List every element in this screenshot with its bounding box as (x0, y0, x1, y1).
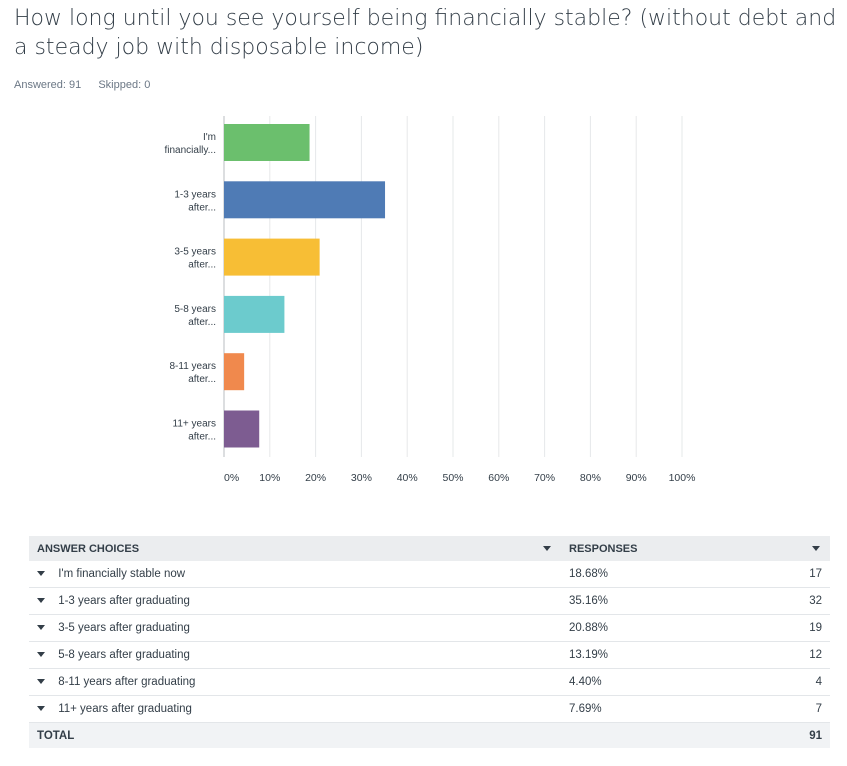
bar (224, 238, 320, 276)
category-label: 1-3 years (174, 189, 216, 200)
answer-choice-cell: 5-8 years after graduating (29, 641, 561, 669)
expand-caret-icon[interactable] (37, 598, 45, 604)
expand-caret-icon[interactable] (37, 625, 45, 631)
responses-header[interactable]: RESPONSES (561, 536, 830, 561)
x-tick-label: 90% (626, 472, 647, 484)
sort-caret-icon[interactable] (543, 546, 551, 551)
expand-caret-icon[interactable] (37, 652, 45, 658)
bar (224, 181, 386, 219)
category-label: after... (188, 202, 216, 213)
response-percent: 20.88% (561, 614, 779, 642)
response-count: 12 (779, 641, 830, 669)
category-label: I'm (203, 132, 216, 143)
bar (224, 295, 285, 333)
response-percent: 4.40% (561, 668, 779, 696)
category-label: after... (188, 260, 216, 271)
expand-caret-icon[interactable] (37, 571, 45, 577)
bar (224, 353, 245, 391)
x-tick-label: 50% (442, 472, 463, 484)
table-header-row: ANSWER CHOICES RESPONSES (29, 536, 830, 561)
category-label: financially... (164, 145, 216, 156)
total-count: 91 (779, 722, 830, 748)
response-count: 32 (779, 587, 830, 615)
table-row: 1-3 years after graduating 35.16% 32 (29, 587, 830, 615)
answer-choice-label: 1-3 years after graduating (58, 595, 190, 607)
x-tick-label: 70% (534, 472, 555, 484)
table-row: I'm financially stable now 18.68% 17 (29, 561, 830, 588)
x-tick-label: 40% (397, 472, 418, 484)
answer-choice-cell: 1-3 years after graduating (29, 587, 561, 615)
answer-choice-label: I'm financially stable now (58, 568, 186, 580)
total-label: TOTAL (29, 722, 561, 748)
skipped-count: Skipped: 0 (98, 79, 151, 91)
x-tick-label: 10% (259, 472, 280, 484)
category-label: 3-5 years (174, 247, 216, 258)
answer-choice-cell: 11+ years after graduating (29, 695, 561, 723)
answer-choice-label: 8-11 years after graduating (58, 676, 196, 688)
x-tick-label: 0% (224, 472, 239, 484)
table-row: 8-11 years after graduating 4.40% 4 (29, 668, 830, 696)
category-label: 5-8 years (174, 304, 216, 315)
category-label: after... (188, 374, 216, 385)
answer-choice-label: 3-5 years after graduating (58, 622, 190, 634)
answer-choice-cell: 3-5 years after graduating (29, 614, 561, 642)
answer-choice-label: 11+ years after graduating (58, 703, 192, 715)
answer-choices-table: ANSWER CHOICES RESPONSES I'm financially… (29, 536, 830, 748)
expand-caret-icon[interactable] (37, 679, 45, 685)
expand-caret-icon[interactable] (37, 706, 45, 712)
response-percent: 7.69% (561, 695, 779, 723)
answer-choices-header-label: ANSWER CHOICES (37, 542, 140, 555)
response-percent: 18.68% (561, 561, 779, 588)
table-row: 5-8 years after graduating 13.19% 12 (29, 641, 830, 669)
total-row: TOTAL 91 (29, 722, 830, 748)
response-count: 4 (779, 668, 830, 696)
response-summary: Answered: 91 Skipped: 0 (14, 79, 164, 91)
category-label: 11+ years (173, 419, 216, 430)
bar (224, 124, 310, 161)
response-count: 17 (779, 561, 830, 588)
question-title: How long until you see yourself being fi… (14, 6, 837, 60)
category-label: 8-11 years (169, 361, 216, 372)
total-spacer (561, 722, 779, 748)
x-tick-label: 100% (669, 472, 696, 484)
x-tick-label: 80% (580, 472, 601, 484)
answer-choice-label: 5-8 years after graduating (58, 649, 190, 661)
category-label: after... (188, 317, 216, 328)
table-row: 11+ years after graduating 7.69% 7 (29, 695, 830, 723)
x-tick-label: 20% (305, 472, 326, 484)
bar (224, 410, 260, 448)
response-count: 7 (779, 695, 830, 723)
x-tick-label: 60% (488, 472, 509, 484)
answer-choice-cell: 8-11 years after graduating (29, 668, 561, 696)
sort-caret-icon[interactable] (812, 546, 820, 551)
x-tick-label: 30% (351, 472, 372, 484)
category-label: after... (188, 432, 216, 443)
table-row: 3-5 years after graduating 20.88% 19 (29, 614, 830, 642)
response-percent: 13.19% (561, 641, 779, 669)
responses-header-label: RESPONSES (569, 542, 638, 555)
response-count: 19 (779, 614, 830, 642)
response-bar-chart: I'm financially... 1-3 years after... 3-5 ye… (164, 116, 696, 484)
answer-choice-cell: I'm financially stable now (29, 561, 561, 588)
answer-choices-header[interactable]: ANSWER CHOICES (29, 536, 561, 561)
response-percent: 35.16% (561, 587, 779, 615)
answered-count: Answered: 91 (14, 79, 82, 91)
